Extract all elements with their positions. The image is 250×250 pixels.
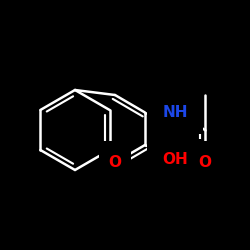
Text: NH: NH <box>162 105 188 120</box>
Text: OH: OH <box>162 152 188 168</box>
Text: O: O <box>108 155 122 170</box>
FancyBboxPatch shape <box>99 141 131 184</box>
FancyBboxPatch shape <box>147 91 203 134</box>
FancyBboxPatch shape <box>147 138 203 182</box>
Text: O: O <box>198 155 211 170</box>
FancyBboxPatch shape <box>189 141 221 184</box>
